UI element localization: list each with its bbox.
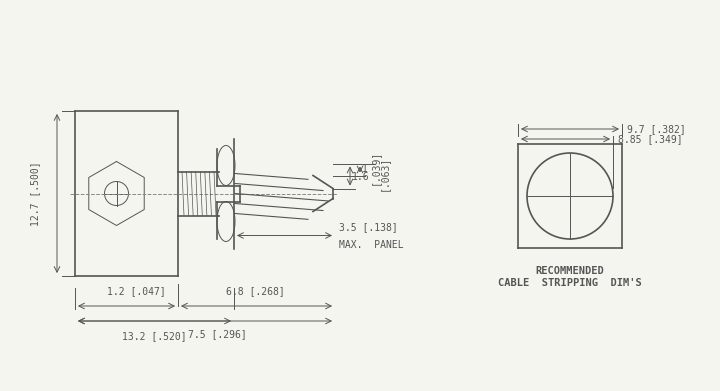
Text: 12.7 [.500]: 12.7 [.500] <box>30 161 40 226</box>
Text: [.039]: [.039] <box>370 150 380 185</box>
Text: MAX.  PANEL: MAX. PANEL <box>339 240 404 251</box>
Text: [.063]: [.063] <box>379 156 389 191</box>
Text: 6.8 [.268]: 6.8 [.268] <box>226 286 285 296</box>
Text: 9.7 [.382]: 9.7 [.382] <box>627 124 685 134</box>
Text: 1.6: 1.6 <box>352 172 369 181</box>
Text: CABLE  STRIPPING  DIM'S: CABLE STRIPPING DIM'S <box>498 278 642 288</box>
Text: 3.5 [.138]: 3.5 [.138] <box>339 222 397 233</box>
Text: 13.2 [.520]: 13.2 [.520] <box>122 331 186 341</box>
Text: 1.2 [.047]: 1.2 [.047] <box>107 286 166 296</box>
Text: 8.85 [.349]: 8.85 [.349] <box>618 134 683 144</box>
Text: 7.5 [.296]: 7.5 [.296] <box>187 329 246 339</box>
Text: 1: 1 <box>362 165 368 174</box>
Text: RECOMMENDED: RECOMMENDED <box>536 266 604 276</box>
